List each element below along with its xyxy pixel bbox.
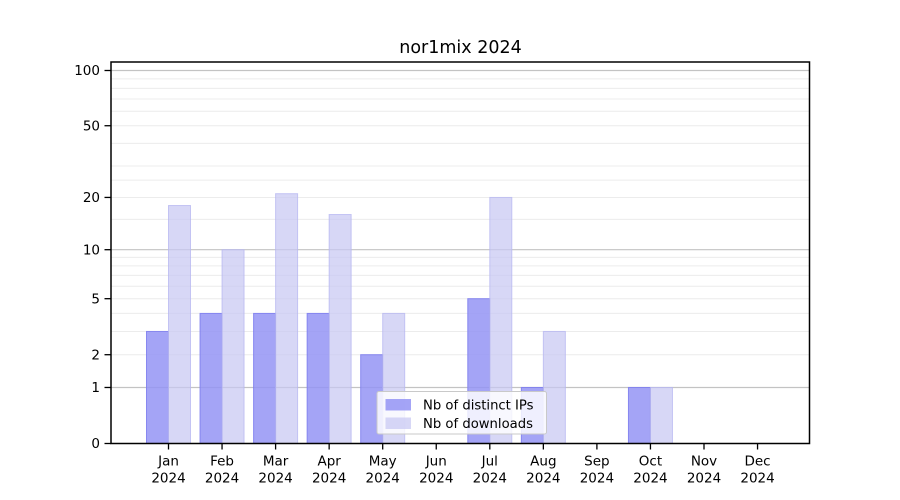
plot-border (110, 61, 811, 445)
x-tick-month-label: Oct (639, 454, 662, 470)
x-tick-year-label: 2024 (473, 471, 507, 487)
x-tick-month-label: Jul (481, 454, 498, 470)
legend-swatch-distinct-ips (385, 399, 411, 411)
bar-downloads (649, 386, 673, 444)
y-axis-tick-label: 0 (91, 436, 100, 452)
bar-distinct-ips (253, 312, 277, 444)
x-tick-month-label: May (369, 454, 397, 470)
axes: 0125102050100Jan2024Feb2024Mar2024Apr202… (74, 63, 775, 486)
x-tick-year-label: 2024 (366, 471, 400, 487)
x-tick-year-label: 2024 (419, 471, 453, 487)
x-tick-month-label: Mar (263, 454, 289, 470)
x-tick-year-label: 2024 (312, 471, 346, 487)
x-tick-year-label: 2024 (633, 471, 667, 487)
x-tick-month-label: Jan (157, 454, 179, 470)
legend: Nb of distinct IPs Nb of downloads (376, 391, 547, 435)
bar-distinct-ips (627, 386, 651, 444)
x-tick-year-label: 2024 (205, 471, 239, 487)
bar-downloads (221, 249, 245, 444)
y-axis-tick-label: 1 (91, 380, 100, 396)
bar-distinct-ips (306, 312, 330, 444)
y-axis-tick-label: 20 (83, 190, 100, 206)
x-tick-month-label: Feb (210, 454, 234, 470)
x-tick-month-label: Dec (744, 454, 770, 470)
x-tick-year-label: 2024 (740, 471, 774, 487)
x-tick-year-label: 2024 (526, 471, 560, 487)
y-axis-tick-label: 100 (74, 63, 100, 79)
bar-downloads (168, 205, 191, 444)
y-axis-tick-label: 5 (91, 291, 100, 307)
legend-label-distinct-ips: Nb of distinct IPs (423, 399, 534, 414)
bar-downloads (275, 193, 299, 444)
y-axis-tick-label: 50 (83, 118, 100, 134)
x-tick-month-label: Apr (317, 454, 341, 470)
x-tick-month-label: Nov (691, 454, 717, 470)
x-tick-month-label: Jun (425, 454, 447, 470)
x-tick-month-label: Aug (530, 454, 556, 470)
y-axis-tick-label: 10 (83, 242, 100, 258)
chart-title: nor1mix 2024 (399, 38, 522, 58)
x-tick-year-label: 2024 (687, 471, 721, 487)
x-tick-year-label: 2024 (580, 471, 614, 487)
bar-distinct-ips (146, 330, 169, 444)
bars (146, 193, 673, 445)
x-tick-month-label: Sep (584, 454, 609, 470)
legend-swatch-downloads (385, 417, 411, 429)
legend-label-downloads: Nb of downloads (423, 417, 533, 432)
x-tick-year-label: 2024 (258, 471, 292, 487)
y-axis-tick-label: 2 (91, 347, 100, 363)
legend-box (376, 391, 547, 435)
x-tick-year-label: 2024 (151, 471, 185, 487)
bar-distinct-ips (199, 312, 223, 444)
bar-downloads (328, 214, 352, 444)
